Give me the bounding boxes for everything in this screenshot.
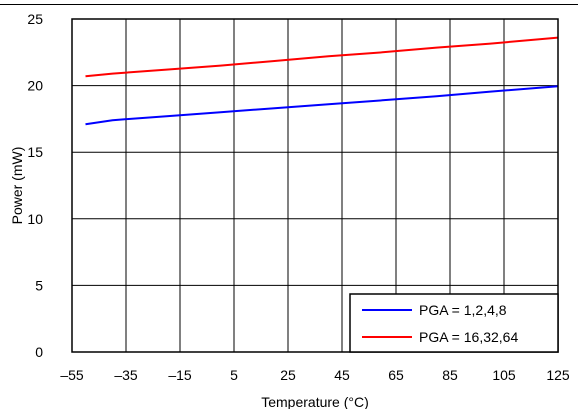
x-tick-label: 5 bbox=[230, 367, 238, 383]
x-tick-label: 45 bbox=[334, 367, 350, 383]
x-tick-label: –55 bbox=[60, 367, 84, 383]
x-tick-labels: –55 –35 –15 5 25 45 65 85 105 125 bbox=[60, 367, 570, 383]
y-axis-title: Power (mW) bbox=[9, 147, 25, 225]
y-tick-label: 15 bbox=[27, 144, 43, 160]
legend-label: PGA = 1,2,4,8 bbox=[419, 302, 507, 318]
series-line-2 bbox=[85, 36, 559, 78]
series-line-1 bbox=[85, 85, 559, 126]
y-tick-label: 10 bbox=[27, 211, 43, 227]
plot-frame bbox=[71, 18, 559, 353]
x-tick-label: 65 bbox=[388, 367, 404, 383]
series-lines bbox=[85, 36, 559, 126]
x-tick-label: 105 bbox=[492, 367, 516, 383]
legend: PGA = 1,2,4,8 PGA = 16,32,64 bbox=[349, 293, 559, 353]
x-tick-label: –15 bbox=[168, 367, 192, 383]
x-tick-label: 25 bbox=[280, 367, 296, 383]
x-axis-title: Temperature (°C) bbox=[261, 394, 369, 409]
x-tick-label: 125 bbox=[546, 367, 570, 383]
y-tick-labels: 0 5 10 15 20 25 bbox=[27, 11, 43, 360]
x-tick-label: 85 bbox=[442, 367, 458, 383]
legend-box bbox=[349, 293, 559, 353]
y-tick-label: 20 bbox=[27, 78, 43, 94]
y-tick-label: 5 bbox=[35, 277, 43, 293]
legend-label: PGA = 16,32,64 bbox=[419, 329, 518, 345]
x-tick-label: –35 bbox=[114, 367, 138, 383]
y-tick-label: 25 bbox=[27, 11, 43, 27]
y-tick-label: 0 bbox=[35, 344, 43, 360]
